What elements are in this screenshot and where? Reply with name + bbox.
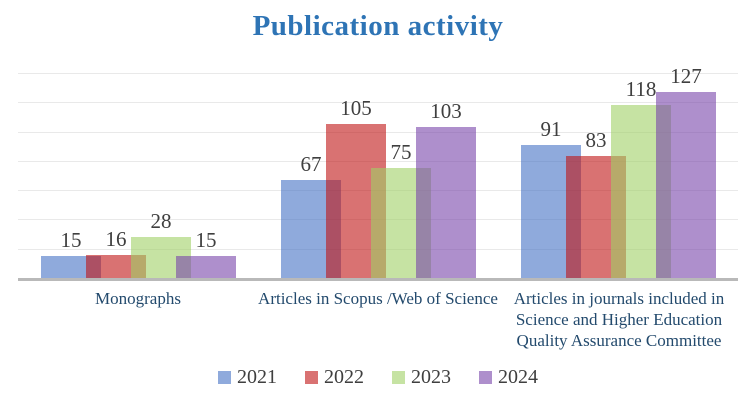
bar-value-label: 127 (670, 64, 702, 88)
category-label: Monographs (95, 289, 181, 308)
bar-value-label: 16 (105, 227, 127, 251)
legend-swatch-2021 (218, 371, 231, 384)
bar-value-label: 28 (150, 209, 172, 233)
bar-value-label: 15 (195, 228, 217, 252)
legend-label: 2021 (237, 366, 277, 388)
category-label: Articles in journals included in Science… (513, 289, 725, 350)
legend-swatch-2022 (305, 371, 318, 384)
chart-title: Publication activity (252, 10, 504, 42)
legend-swatch-2024 (479, 371, 492, 384)
bar-value-label: 105 (340, 96, 372, 120)
bar-2024 (176, 256, 236, 278)
bar-value-label: 91 (540, 117, 562, 141)
bar-value-label: 118 (625, 77, 657, 101)
legend-item-2024: 2024 (479, 366, 538, 389)
legend-label: 2024 (498, 366, 538, 388)
gridline (18, 73, 738, 74)
legend: 2021 2022 2023 2024 (0, 366, 756, 389)
legend-label: 2022 (324, 366, 364, 388)
category-label: Articles in Scopus /Web of Science (258, 289, 498, 308)
x-axis-line (18, 278, 738, 281)
bar-value-label: 67 (300, 152, 322, 176)
legend-item-2021: 2021 (218, 366, 277, 389)
legend-item-2022: 2022 (305, 366, 364, 389)
bar-value-label: 83 (585, 128, 607, 152)
legend-swatch-2023 (392, 371, 405, 384)
bar-2024 (416, 127, 476, 278)
legend-item-2023: 2023 (392, 366, 451, 389)
bar-value-label: 15 (60, 228, 82, 252)
gridline (18, 102, 738, 103)
bar-value-label: 75 (390, 140, 412, 164)
legend-label: 2023 (411, 366, 451, 388)
bar-2024 (656, 92, 716, 278)
bar-value-label: 103 (430, 99, 462, 123)
